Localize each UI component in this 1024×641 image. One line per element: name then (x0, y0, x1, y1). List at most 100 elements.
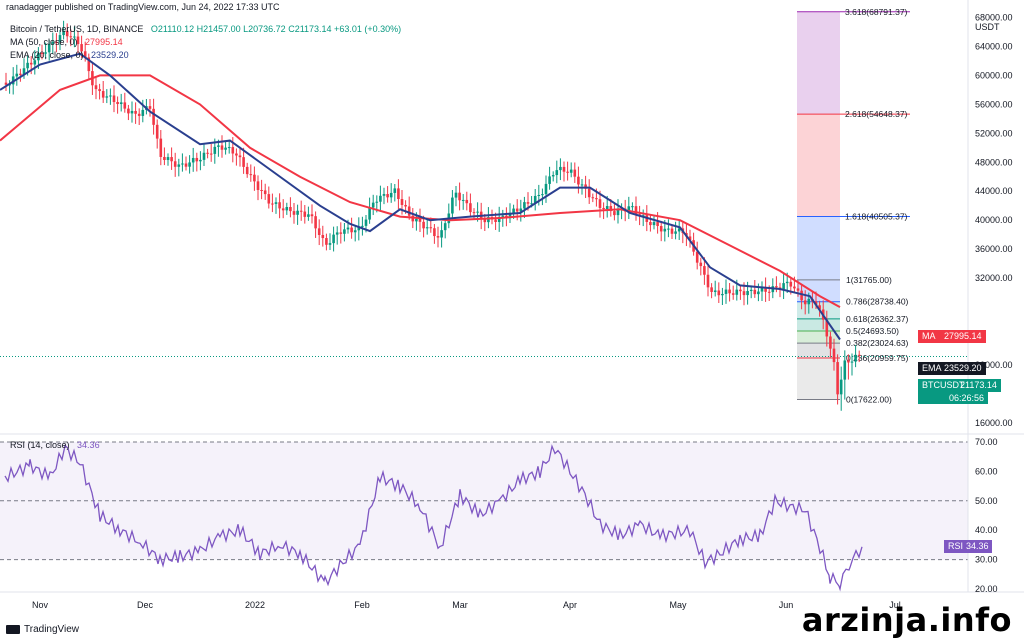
candle-body (33, 60, 37, 65)
candle-body (713, 290, 717, 292)
candle-body (346, 227, 350, 230)
fib-level-label: 3.618(68791.37) (845, 7, 908, 17)
candle-body (317, 228, 321, 235)
candle-body (803, 300, 807, 305)
legend-symbol-line[interactable]: Bitcoin / TetherUS, 1D, BINANCE O21110.1… (10, 24, 401, 34)
tradingview-footer[interactable]: TradingView (6, 624, 79, 635)
price-tick-label: 64000.00 (975, 41, 1013, 51)
candle-body (436, 236, 440, 238)
candle-body (451, 197, 454, 214)
candle-body (292, 211, 296, 215)
candle-body (796, 288, 800, 291)
symbol-name: Bitcoin / TetherUS, 1D, BINANCE (10, 24, 144, 34)
candle-body (353, 230, 357, 233)
candle-body (119, 102, 123, 105)
price-tick-label: 52000.00 (975, 128, 1013, 138)
legend-ema-line[interactable]: EMA (20, close, 0) 23529.20 (10, 50, 129, 60)
candle-body (627, 206, 631, 212)
candle-body (159, 138, 163, 157)
candle-body (314, 216, 317, 229)
candle-body (422, 221, 425, 229)
candle-body (170, 157, 173, 162)
candle-body (87, 57, 91, 72)
candle-body (667, 228, 670, 230)
ma-legend-label: MA (50, close, 0) (10, 37, 78, 47)
candle-body (854, 354, 857, 362)
candle-body (343, 229, 346, 234)
candle-body (263, 190, 267, 195)
price-tag-value: 21173.14 (960, 380, 997, 390)
candle-body (469, 203, 472, 213)
candle-body (595, 198, 598, 200)
candle-body (29, 62, 33, 65)
fib-zone (797, 11, 840, 115)
candle-body (839, 379, 843, 395)
candle-body (735, 289, 739, 295)
price-tick-label: 20000.00 (975, 360, 1013, 370)
price-tick-label: 44000.00 (975, 186, 1013, 196)
candle-body (101, 91, 105, 98)
ema-legend-label: EMA (20, close, 0) (10, 50, 84, 60)
rsi-legend-value: 34.36 (77, 440, 100, 450)
candle-body (721, 293, 724, 296)
candle-body (40, 52, 44, 54)
time-tick-label: Mar (452, 600, 468, 610)
candle-body (397, 188, 400, 200)
fib-zone (797, 216, 840, 280)
candle-body (163, 156, 166, 161)
legend-ma-line[interactable]: MA (50, close, 0) 27995.14 (10, 37, 123, 47)
price-pane[interactable]: 0(17622.00) 0.236(20959.75) 0.382(23024.63… (0, 7, 968, 411)
candle-body (274, 202, 278, 204)
price-tick-label: 68000.00 (975, 12, 1013, 22)
candle-body (641, 215, 645, 217)
candle-body (800, 290, 803, 301)
candle-body (58, 35, 62, 43)
candle-body (703, 266, 706, 275)
candle-body (310, 214, 314, 217)
ema-legend-value: 23529.20 (91, 50, 129, 60)
candle-body (296, 210, 299, 215)
ema-20-line (0, 52, 841, 341)
candle-body (782, 283, 785, 290)
price-tick-label: 16000.00 (975, 418, 1013, 428)
fib-zone (797, 114, 840, 217)
candle-body (483, 219, 487, 223)
fib-zone (797, 301, 840, 319)
candle-body (76, 36, 80, 45)
rsi-tick-label: 40.00 (975, 525, 998, 535)
candle-body (541, 194, 544, 196)
candle-body (789, 281, 793, 287)
candle-body (659, 226, 663, 232)
candle-body (746, 291, 749, 296)
candle-body (515, 208, 519, 212)
candle-body (361, 225, 364, 227)
ma-50-line (0, 74, 841, 308)
fib-level-label: 1.618(40505.37) (845, 212, 908, 222)
candle-body (613, 211, 616, 216)
candle-body (847, 360, 850, 363)
candle-body (299, 210, 303, 212)
candle-body (199, 159, 202, 162)
watermark: arzinja.info (801, 601, 1012, 639)
candle-body (73, 36, 76, 38)
candle-body (688, 236, 692, 241)
candle-body (404, 204, 407, 207)
candle-body (220, 145, 224, 150)
candle-body (350, 227, 353, 233)
candle-body (271, 203, 274, 205)
candle-body (19, 73, 22, 75)
candle-body (825, 319, 829, 337)
candle-body (256, 181, 260, 190)
candle-body (850, 361, 854, 363)
legend-rsi-line[interactable]: RSI (14, close) 34.36 (10, 440, 100, 450)
candle-body (717, 290, 721, 296)
rsi-pane[interactable] (0, 441, 968, 592)
candle-body (706, 274, 710, 288)
candle-body (739, 289, 742, 292)
candle-body (544, 183, 548, 195)
candle-body (393, 188, 397, 193)
candle-body (584, 184, 587, 189)
candle-body (281, 208, 285, 211)
price-tick-label: 32000.00 (975, 273, 1013, 283)
